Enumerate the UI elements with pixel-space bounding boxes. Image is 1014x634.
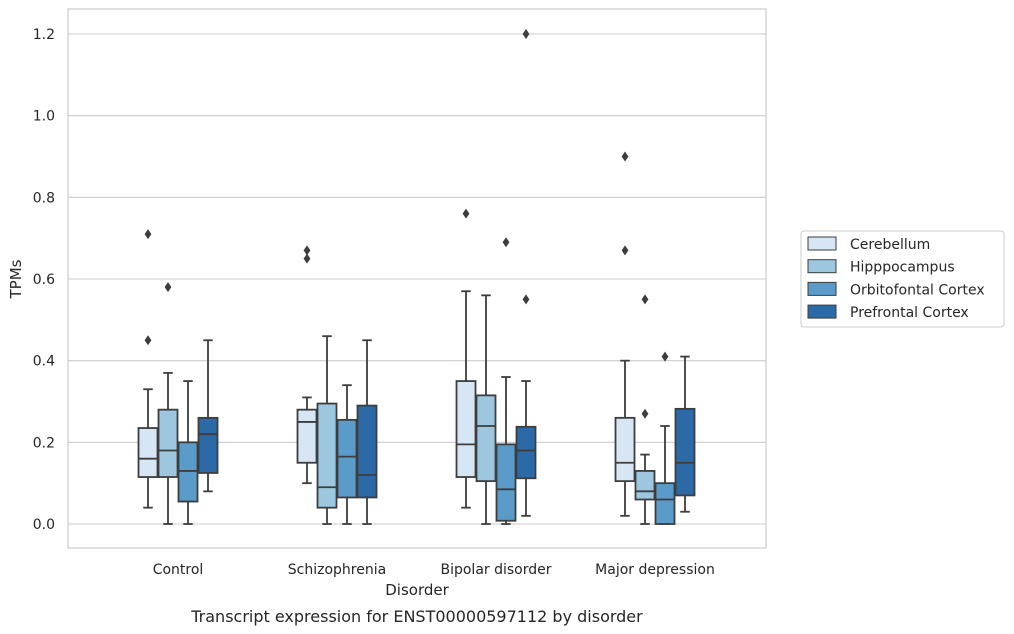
box: [614, 151, 636, 517]
box: [316, 335, 338, 525]
box: [654, 351, 676, 525]
box: [495, 237, 517, 525]
x-tick-label: Schizophrenia: [288, 562, 386, 578]
y-axis-title: TPMs: [7, 259, 25, 299]
box: [515, 29, 537, 517]
x-tick-labels: Control Schizophrenia Bipolar disorder Majo…: [153, 562, 715, 578]
box-group: [455, 29, 537, 525]
y-tick-label: 0.2: [33, 435, 55, 451]
legend-label: Prefrontal Cortex: [850, 305, 969, 321]
outlier-point: [462, 208, 470, 219]
box-body: [614, 416, 636, 483]
y-tick-label: 0.8: [33, 190, 55, 206]
box: [455, 208, 477, 509]
box-body: [356, 404, 378, 499]
box: [475, 294, 497, 525]
y-tick-label: 0.4: [33, 354, 55, 370]
box-body: [177, 441, 199, 503]
box-body: [157, 408, 179, 478]
box-body: [634, 470, 656, 501]
box-body: [495, 443, 517, 522]
outlier-point: [621, 245, 629, 256]
box: [137, 229, 159, 509]
box-body: [455, 380, 477, 478]
box-body: [654, 482, 676, 525]
box-body: [137, 427, 159, 478]
legend-swatch: [807, 259, 837, 274]
outlier-point: [641, 294, 649, 305]
chart-caption: Transcript expression for ENST0000059711…: [190, 607, 643, 626]
box: [177, 380, 199, 525]
box: [197, 339, 219, 493]
y-tick-label: 1.0: [33, 109, 55, 125]
box-group: [296, 245, 378, 525]
box: [296, 245, 318, 485]
outlier-point: [641, 408, 649, 419]
box-groups: [137, 29, 696, 525]
legend-label: Cerebellum: [850, 237, 930, 253]
box-group: [614, 151, 696, 525]
legend-swatch: [807, 236, 837, 251]
box-body: [475, 394, 497, 483]
outlier-point: [303, 253, 311, 264]
y-tick-label: 0.0: [33, 517, 55, 533]
outlier-point: [144, 229, 152, 240]
box: [634, 294, 656, 525]
box-body: [296, 408, 318, 464]
outlier-point: [621, 151, 629, 162]
x-tick-label: Major depression: [595, 562, 715, 578]
legend: Cerebellum Hipppocampus Orbitofontal Corte…: [800, 230, 1005, 328]
x-tick-label: Bipolar disorder: [440, 562, 551, 578]
legend-swatch: [807, 281, 837, 296]
box: [674, 355, 696, 513]
plot-frame: [67, 8, 767, 549]
legend-swatch: [807, 304, 837, 319]
x-axis-title: Disorder: [385, 581, 449, 599]
box-body: [197, 416, 219, 474]
outlier-point: [661, 351, 669, 362]
y-tick-labels: 0.0 0.2 0.4 0.6 0.8 1.0 1.2: [33, 27, 55, 533]
legend-label: Orbitofontal Cortex: [850, 282, 985, 298]
box-body: [336, 418, 358, 499]
box-group: [137, 229, 219, 525]
box: [157, 282, 179, 525]
y-tick-label: 1.2: [33, 27, 55, 43]
x-tick-label: Control: [153, 562, 204, 578]
outlier-point: [502, 237, 510, 248]
outlier-point: [522, 29, 530, 39]
box: [356, 339, 378, 525]
box-body: [674, 407, 696, 497]
outlier-point: [144, 335, 152, 346]
box: [336, 384, 358, 525]
outlier-point: [164, 282, 172, 293]
legend-frame: [800, 230, 1005, 328]
box-body: [316, 402, 338, 509]
outlier-point: [303, 245, 311, 256]
outlier-point: [522, 294, 530, 305]
y-tick-label: 0.6: [33, 272, 55, 288]
box-body: [515, 425, 537, 480]
legend-label: Hipppocampus: [850, 260, 955, 276]
